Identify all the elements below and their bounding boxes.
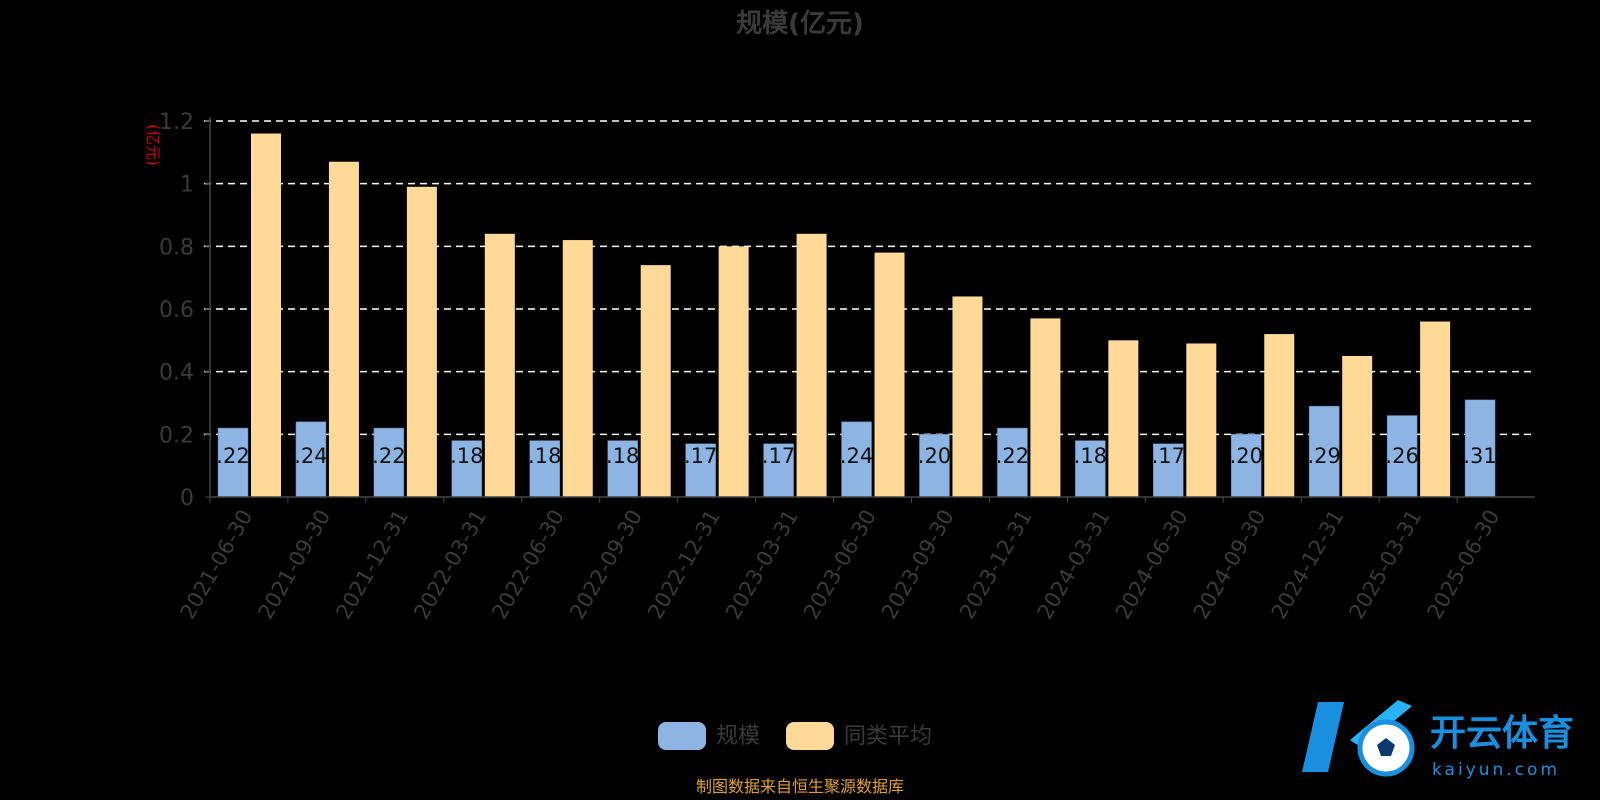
x-tick-label: 2021-12-31 bbox=[331, 505, 413, 623]
bar-peer-average bbox=[1420, 321, 1451, 497]
legend-label-peer-avg[interactable]: 同类平均 bbox=[844, 724, 932, 749]
bar-peer-average bbox=[484, 233, 515, 498]
x-tick-label: 2024-12-31 bbox=[1267, 506, 1349, 624]
bar-peer-average bbox=[874, 252, 905, 497]
data-label: .18 bbox=[528, 444, 561, 468]
bar-peer-average bbox=[1030, 318, 1061, 497]
bar-peer-average bbox=[1342, 356, 1373, 497]
legend-swatch-peer-avg[interactable] bbox=[786, 722, 834, 750]
source-note: 制图数据来自恒生聚源数据库 bbox=[696, 777, 904, 796]
x-tick-label: 2023-12-31 bbox=[955, 506, 1037, 624]
bar-peer-average bbox=[562, 240, 593, 498]
bar-peer-average bbox=[1108, 340, 1139, 497]
data-label: .18 bbox=[606, 444, 639, 468]
y-tick-label: 0.4 bbox=[159, 361, 194, 386]
bar-scale bbox=[373, 427, 405, 498]
bar-peer-average bbox=[718, 246, 749, 497]
bar-scale bbox=[997, 427, 1028, 498]
bar-peer-average bbox=[328, 161, 359, 497]
x-tick-label: 2021-09-30 bbox=[253, 506, 335, 624]
bar-peer-average bbox=[406, 186, 437, 498]
bar-peer-average bbox=[796, 233, 827, 498]
x-tick-label: 2024-09-30 bbox=[1189, 506, 1271, 624]
x-tick-label: 2022-09-30 bbox=[565, 506, 647, 624]
bar-scale bbox=[607, 440, 638, 498]
data-label: .22 bbox=[372, 444, 405, 468]
bar-peer-average bbox=[1186, 343, 1217, 497]
data-label: .17 bbox=[684, 444, 717, 468]
bar-peer-average bbox=[640, 265, 671, 497]
legend-swatch-scale[interactable] bbox=[658, 722, 706, 750]
x-tick-label: 2025-06-30 bbox=[1423, 506, 1505, 624]
watermark-logo: 开云体育 kaiyun.com bbox=[1302, 700, 1574, 780]
bar-scale bbox=[1075, 440, 1106, 498]
y-tick-label: 1 bbox=[180, 173, 194, 198]
bar-scale bbox=[1230, 434, 1262, 498]
bar-peer-average bbox=[251, 133, 281, 498]
data-label: .18 bbox=[1074, 444, 1107, 468]
bar-scale bbox=[1464, 399, 1496, 498]
bar-scale bbox=[451, 440, 483, 498]
bar-scale bbox=[841, 421, 872, 498]
bar-scale bbox=[295, 421, 327, 498]
watermark-url: kaiyun.com bbox=[1432, 760, 1560, 780]
x-tick-label: 2023-09-30 bbox=[877, 506, 959, 624]
x-tick-label: 2022-06-30 bbox=[487, 506, 569, 624]
logo-k-shape bbox=[1302, 702, 1344, 772]
data-label: .18 bbox=[450, 444, 483, 468]
x-tick-label: 2022-03-31 bbox=[409, 506, 491, 624]
bar-peer-average bbox=[952, 296, 983, 497]
watermark-brand: 开云体育 bbox=[1430, 713, 1574, 754]
data-label: .20 bbox=[1230, 444, 1263, 468]
data-label: .26 bbox=[1385, 444, 1418, 468]
x-tick-label: 2021-06-30 bbox=[175, 506, 257, 624]
data-label: .22 bbox=[216, 444, 249, 468]
x-tick-label: 2024-06-30 bbox=[1111, 506, 1193, 624]
bar-scale bbox=[1153, 443, 1184, 498]
x-tick-label: 2022-12-31 bbox=[643, 506, 725, 624]
x-tick-label: 2024-03-31 bbox=[1033, 506, 1115, 624]
data-label: .22 bbox=[996, 444, 1029, 468]
data-label: .17 bbox=[1152, 444, 1185, 468]
chart-title: 规模(亿元) bbox=[736, 9, 864, 39]
y-tick-label: 0.2 bbox=[159, 423, 194, 448]
data-label: .24 bbox=[840, 444, 873, 468]
data-label: .20 bbox=[918, 444, 951, 468]
x-tick-label: 2023-03-31 bbox=[721, 506, 803, 624]
data-label: .31 bbox=[1463, 444, 1496, 468]
y-tick-label: 0.6 bbox=[159, 298, 194, 323]
bar-scale bbox=[1386, 415, 1418, 498]
y-tick-label: 1.2 bbox=[159, 110, 194, 135]
data-label: .24 bbox=[294, 444, 327, 468]
bar-scale bbox=[217, 427, 249, 498]
bar-scale bbox=[919, 434, 950, 498]
y-axis-label: (亿元) bbox=[144, 124, 162, 166]
bar-scale bbox=[1308, 405, 1340, 498]
bar-peer-average bbox=[1264, 334, 1295, 497]
y-tick-label: 0 bbox=[180, 486, 194, 511]
data-label: .17 bbox=[762, 444, 795, 468]
legend: 规模 同类平均 bbox=[658, 722, 932, 750]
legend-label-scale[interactable]: 规模 bbox=[716, 724, 760, 749]
bar-scale bbox=[529, 440, 561, 498]
x-tick-label: 2025-03-31 bbox=[1345, 506, 1427, 624]
x-tick-label: 2023-06-30 bbox=[799, 506, 881, 624]
y-tick-label: 0.8 bbox=[159, 235, 194, 260]
data-label: .29 bbox=[1307, 444, 1340, 468]
bar-scale bbox=[763, 443, 794, 498]
